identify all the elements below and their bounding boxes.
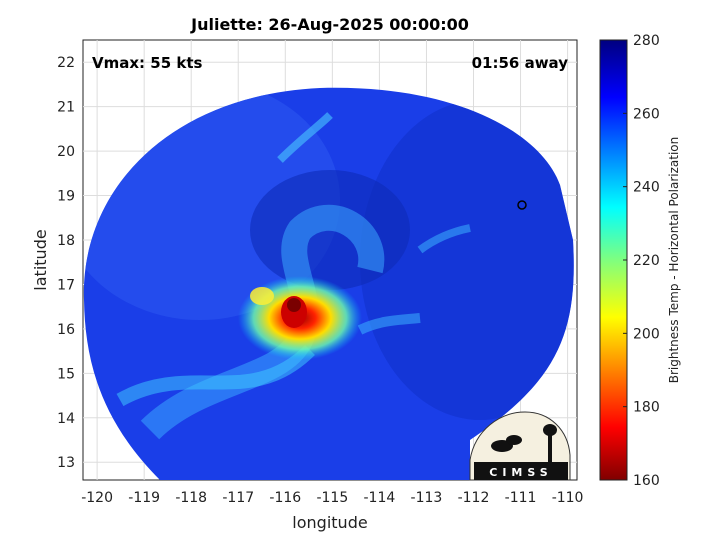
x-tick-label: -114: [364, 490, 396, 506]
colorbar: [599, 39, 628, 481]
time-away-label: 01:56 away: [472, 54, 569, 72]
cimss-logo: CIMSS: [469, 411, 571, 481]
swath-marker: [517, 200, 527, 210]
x-axis-label: longitude: [292, 513, 367, 532]
x-tick-label: -112: [458, 490, 490, 506]
x-tick-label: -117: [222, 490, 254, 506]
colorbar-tick-labels: 160 180 200 220 240 260 280: [623, 33, 660, 489]
x-tick-label: -120: [81, 490, 113, 506]
y-tick-label: 17: [57, 277, 75, 293]
x-tick-label: -113: [411, 490, 443, 506]
colorbar-tick-label: 200: [633, 326, 660, 342]
x-tick-label: -110: [552, 490, 584, 506]
y-tick-label: 13: [57, 455, 75, 471]
y-tick-label: 19: [57, 189, 75, 205]
y-tick-labels: 13 14 15 16 17 18 19 20 21 22: [57, 55, 75, 471]
colorbar-tick-label: 180: [633, 400, 660, 416]
x-tick-label: -111: [505, 490, 537, 506]
x-tick-label: -118: [175, 490, 207, 506]
y-tick-label: 22: [57, 55, 75, 71]
y-tick-label: 14: [57, 411, 75, 427]
y-axis-label: latitude: [31, 229, 50, 290]
y-tick-label: 21: [57, 100, 75, 116]
x-tick-label: -116: [269, 490, 301, 506]
colorbar-tick-label: 260: [633, 106, 660, 122]
colorbar-label: Brightness Temp - Horizontal Polarizatio…: [667, 137, 681, 384]
logo-text: CIMSS: [489, 466, 552, 479]
y-tick-label: 18: [57, 233, 75, 249]
colorbar-tick-label: 160: [633, 473, 660, 489]
colorbar-tick-label: 240: [633, 180, 660, 196]
vmax-label: Vmax: 55 kts: [92, 54, 202, 72]
y-tick-label: 15: [57, 366, 75, 382]
colorbar-tick-label: 280: [633, 33, 660, 49]
chart-title: Juliette: 26-Aug-2025 00:00:00: [190, 15, 469, 34]
x-tick-label: -115: [316, 490, 348, 506]
x-tick-label: -119: [128, 490, 160, 506]
y-tick-label: 20: [57, 144, 75, 160]
y-tick-label: 16: [57, 322, 75, 338]
colorbar-tick-label: 220: [633, 253, 660, 269]
x-tick-labels: -120 -119 -118 -117 -116 -115 -114 -113 -112 -111…: [81, 490, 583, 506]
